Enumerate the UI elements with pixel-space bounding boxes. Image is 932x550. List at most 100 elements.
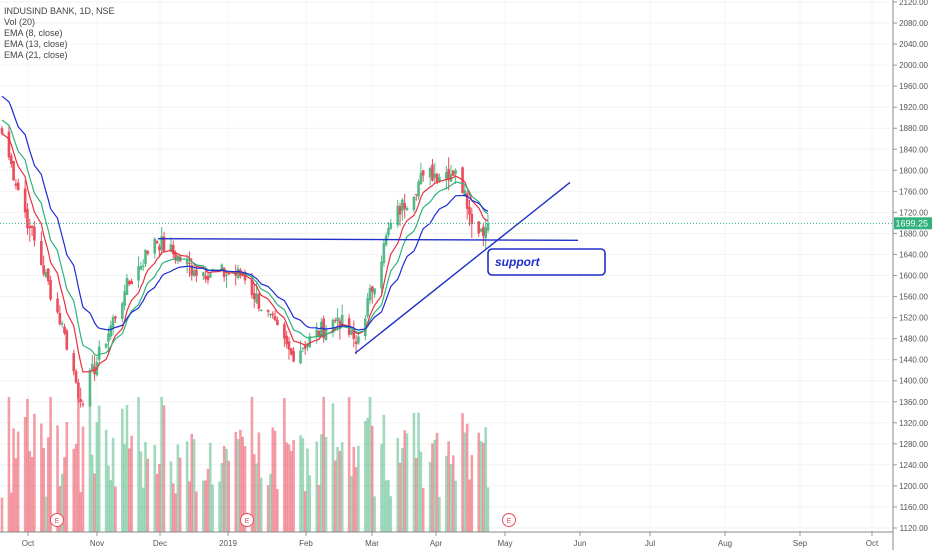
volume-bar xyxy=(222,445,226,532)
volume-bar xyxy=(190,433,194,532)
candle-body xyxy=(354,341,358,344)
volume-bar xyxy=(9,492,13,532)
volume-bar xyxy=(419,451,423,532)
candle-body xyxy=(299,350,302,364)
volume-bar xyxy=(370,425,374,532)
horizontal-level-line[interactable] xyxy=(157,238,579,241)
volume-bar xyxy=(479,441,483,532)
volume-bar xyxy=(255,463,258,532)
volume-bar xyxy=(243,445,247,532)
support-label: support xyxy=(495,255,541,269)
candle-body xyxy=(396,205,400,226)
y-tick-label: 1160.00 xyxy=(900,503,929,512)
x-axis: Oct Nov Dec 2019 Feb Mar Apr May Jun Jul Aug Sep Oct xyxy=(0,531,893,548)
earnings-marker[interactable]: E xyxy=(50,513,64,527)
y-tick-label: 1840.00 xyxy=(899,145,928,154)
volume-bar xyxy=(322,397,325,532)
volume-bar xyxy=(382,414,386,532)
candle-body xyxy=(185,259,189,265)
candle-body xyxy=(171,245,175,255)
volume-bar xyxy=(169,461,173,532)
candle-body xyxy=(81,403,85,405)
uptrend-line[interactable] xyxy=(354,181,571,354)
volume-bar xyxy=(188,481,191,532)
volume-bar xyxy=(77,397,80,532)
volume-bar xyxy=(174,493,177,532)
volume-bar xyxy=(445,455,448,532)
candle-body xyxy=(380,261,383,289)
candle-body xyxy=(225,274,228,276)
volume-bar xyxy=(236,439,240,532)
candle-body xyxy=(255,293,258,303)
volume-bar xyxy=(373,496,376,532)
candle-body xyxy=(465,193,469,209)
candle-body xyxy=(486,223,490,231)
candle-body xyxy=(188,262,191,264)
candle-body xyxy=(451,170,455,176)
x-tick-label: Aug xyxy=(718,539,732,548)
candle-body xyxy=(130,280,133,285)
y-tick-label: 1240.00 xyxy=(899,461,928,470)
candle-body xyxy=(114,316,117,319)
volume-bar xyxy=(454,480,457,532)
y-tick-label: 1560.00 xyxy=(899,293,928,302)
candle-body xyxy=(58,312,62,325)
candle-body xyxy=(28,226,32,229)
candle-body xyxy=(352,329,356,339)
y-tick-label: 1280.00 xyxy=(899,440,928,449)
volume-bar xyxy=(141,487,145,532)
volume-bar xyxy=(301,438,305,532)
y-tick-label: 1960.00 xyxy=(899,82,928,91)
volume-bar xyxy=(259,477,263,532)
volume-bar xyxy=(227,460,231,532)
support-box[interactable] xyxy=(487,248,606,276)
candle-body xyxy=(276,319,279,326)
volume-bar xyxy=(139,451,143,532)
ema-13-line xyxy=(1,119,489,357)
candle-body xyxy=(97,346,101,360)
x-tick-label: Jun xyxy=(574,539,587,548)
volume-bar xyxy=(451,455,455,532)
volume-bar xyxy=(178,457,182,532)
volume-bar xyxy=(366,417,369,532)
volume-bar xyxy=(333,460,337,532)
volume-bar xyxy=(484,427,487,532)
volume-bar xyxy=(447,441,450,532)
candle-body xyxy=(373,288,376,295)
candle-body xyxy=(273,316,277,321)
y-tick-label: 2040.00 xyxy=(899,40,928,49)
candle-body xyxy=(227,273,231,275)
volume-bar xyxy=(79,491,82,532)
candle-body xyxy=(283,324,286,339)
volume-bar xyxy=(368,397,372,532)
candle-body xyxy=(479,228,483,232)
candle-body xyxy=(368,288,372,301)
candle-body xyxy=(220,264,224,270)
y-tick-label: 1440.00 xyxy=(899,356,928,365)
candle-body xyxy=(23,188,27,213)
volume-bar xyxy=(241,436,244,532)
volume-bar xyxy=(449,464,453,532)
candle-body xyxy=(389,222,393,229)
volume-bar xyxy=(58,486,62,532)
volume-bar xyxy=(26,398,29,532)
volume-bar xyxy=(171,483,175,532)
support-annotation[interactable]: support xyxy=(487,248,606,276)
volume-bar xyxy=(146,458,150,532)
candle-body xyxy=(155,241,159,244)
y-tick-label: 1320.00 xyxy=(899,419,928,428)
x-tick-label: May xyxy=(497,539,512,548)
x-tick-label: Jul xyxy=(645,539,655,548)
earnings-marker[interactable]: E xyxy=(240,513,254,527)
volume-bar xyxy=(206,468,210,532)
candle-body xyxy=(125,278,129,295)
candle-body xyxy=(484,227,487,238)
earnings-marker-circle xyxy=(502,513,516,527)
legend-ema13: EMA (13, close) xyxy=(4,39,68,49)
volume-bar xyxy=(202,480,205,532)
volume-bar xyxy=(396,437,400,532)
earnings-marker[interactable]: E xyxy=(502,513,516,527)
candle-body xyxy=(158,246,161,251)
volume-bar xyxy=(63,457,66,532)
